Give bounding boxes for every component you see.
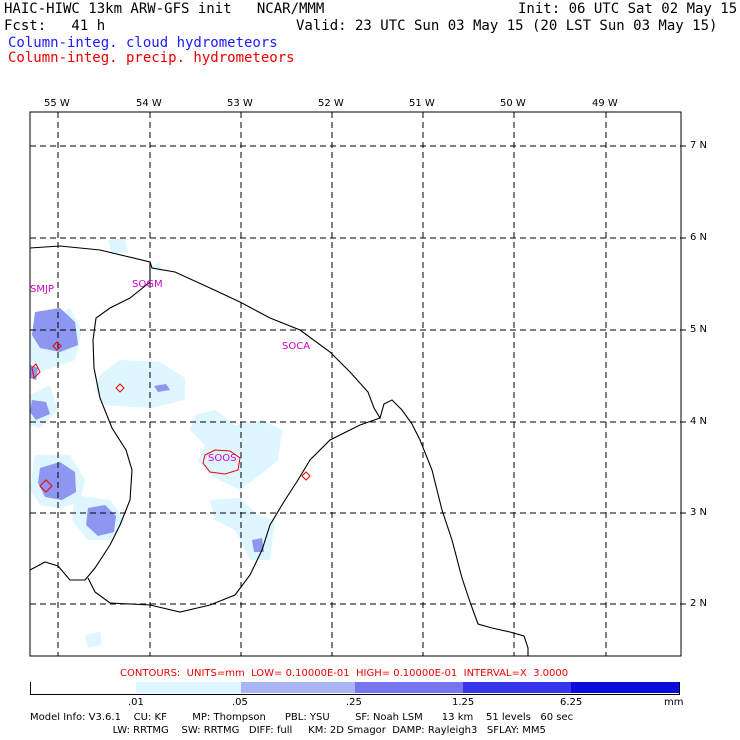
border-surinam-fguiana: [84, 262, 151, 581]
model-info-line-2: LW: RRTMG SW: RRTMG DIFF: full KM: 2D Sm…: [30, 725, 546, 736]
lat-label-4n: 4 N: [690, 416, 708, 427]
lon-label-55w: 55 W: [44, 98, 70, 109]
colorbar-bin-2: [241, 682, 355, 693]
lat-ticks: [681, 145, 686, 605]
contours-info: CONTOURS: UNITS=mm LOW= 0.10000E-01 HIGH…: [120, 668, 569, 679]
colorbar-units: mm: [664, 697, 684, 708]
lon-label-50w: 50 W: [500, 98, 526, 109]
colorbar-label-025: .25: [346, 697, 362, 708]
forecast-hour: Fcst: 41 h: [4, 18, 106, 34]
map-frame: [29, 111, 682, 657]
precip-contours: [31, 341, 311, 493]
lon-label-54w: 54 W: [136, 98, 162, 109]
colorbar-bin-0: [31, 682, 136, 693]
coastline: [29, 245, 529, 656]
station-sogm: SOGM: [132, 279, 163, 290]
colorbar-bin-4: [463, 682, 571, 693]
border-fguiana-brazil: [87, 417, 381, 613]
lat-label-5n: 5 N: [690, 324, 708, 335]
colorbar-label-005: .05: [232, 697, 248, 708]
colorbar-label-625: 6.25: [560, 697, 583, 708]
lat-label-6n: 6 N: [690, 232, 708, 243]
colorbar-label-001: .01: [128, 697, 144, 708]
lon-label-49w: 49 W: [592, 98, 618, 109]
lat-label-2n: 2 N: [690, 598, 708, 609]
cloud-field-label: Column-integ. cloud hydrometeors: [8, 35, 278, 51]
station-soos: SOOS: [208, 453, 237, 464]
lon-label-53w: 53 W: [227, 98, 253, 109]
coastlines-borders: [29, 245, 529, 656]
valid-time: Valid: 23 UTC Sun 03 May 15 (20 LST Sun …: [296, 18, 718, 34]
station-smjp: SMJP: [30, 284, 54, 295]
model-title: HAIC-HIWC 13km ARW-GFS init NCAR/MMM: [4, 1, 325, 17]
init-time: Init: 06 UTC Sat 02 May 15: [518, 1, 738, 17]
colorbar-bin-5: [571, 682, 679, 693]
lat-lon-grid: [30, 112, 681, 656]
lon-label-52w: 52 W: [318, 98, 344, 109]
lat-label-3n: 3 N: [690, 507, 708, 518]
colorbar-bin-1: [136, 682, 241, 693]
colorbar-bin-3: [355, 682, 463, 693]
colorbar-label-125: 1.25: [452, 697, 475, 708]
station-soca: SOCA: [282, 341, 311, 352]
precip-contour-soos: [202, 449, 241, 475]
precip-field-label: Column-integ. precip. hydrometeors: [8, 50, 295, 66]
cloud-shading-light: [30, 238, 282, 648]
border-west: [29, 561, 85, 581]
lon-label-51w: 51 W: [409, 98, 435, 109]
model-info-line-1: Model Info: V3.6.1 CU: KF MP: Thompson P…: [30, 712, 574, 723]
lat-label-7n: 7 N: [690, 140, 708, 151]
